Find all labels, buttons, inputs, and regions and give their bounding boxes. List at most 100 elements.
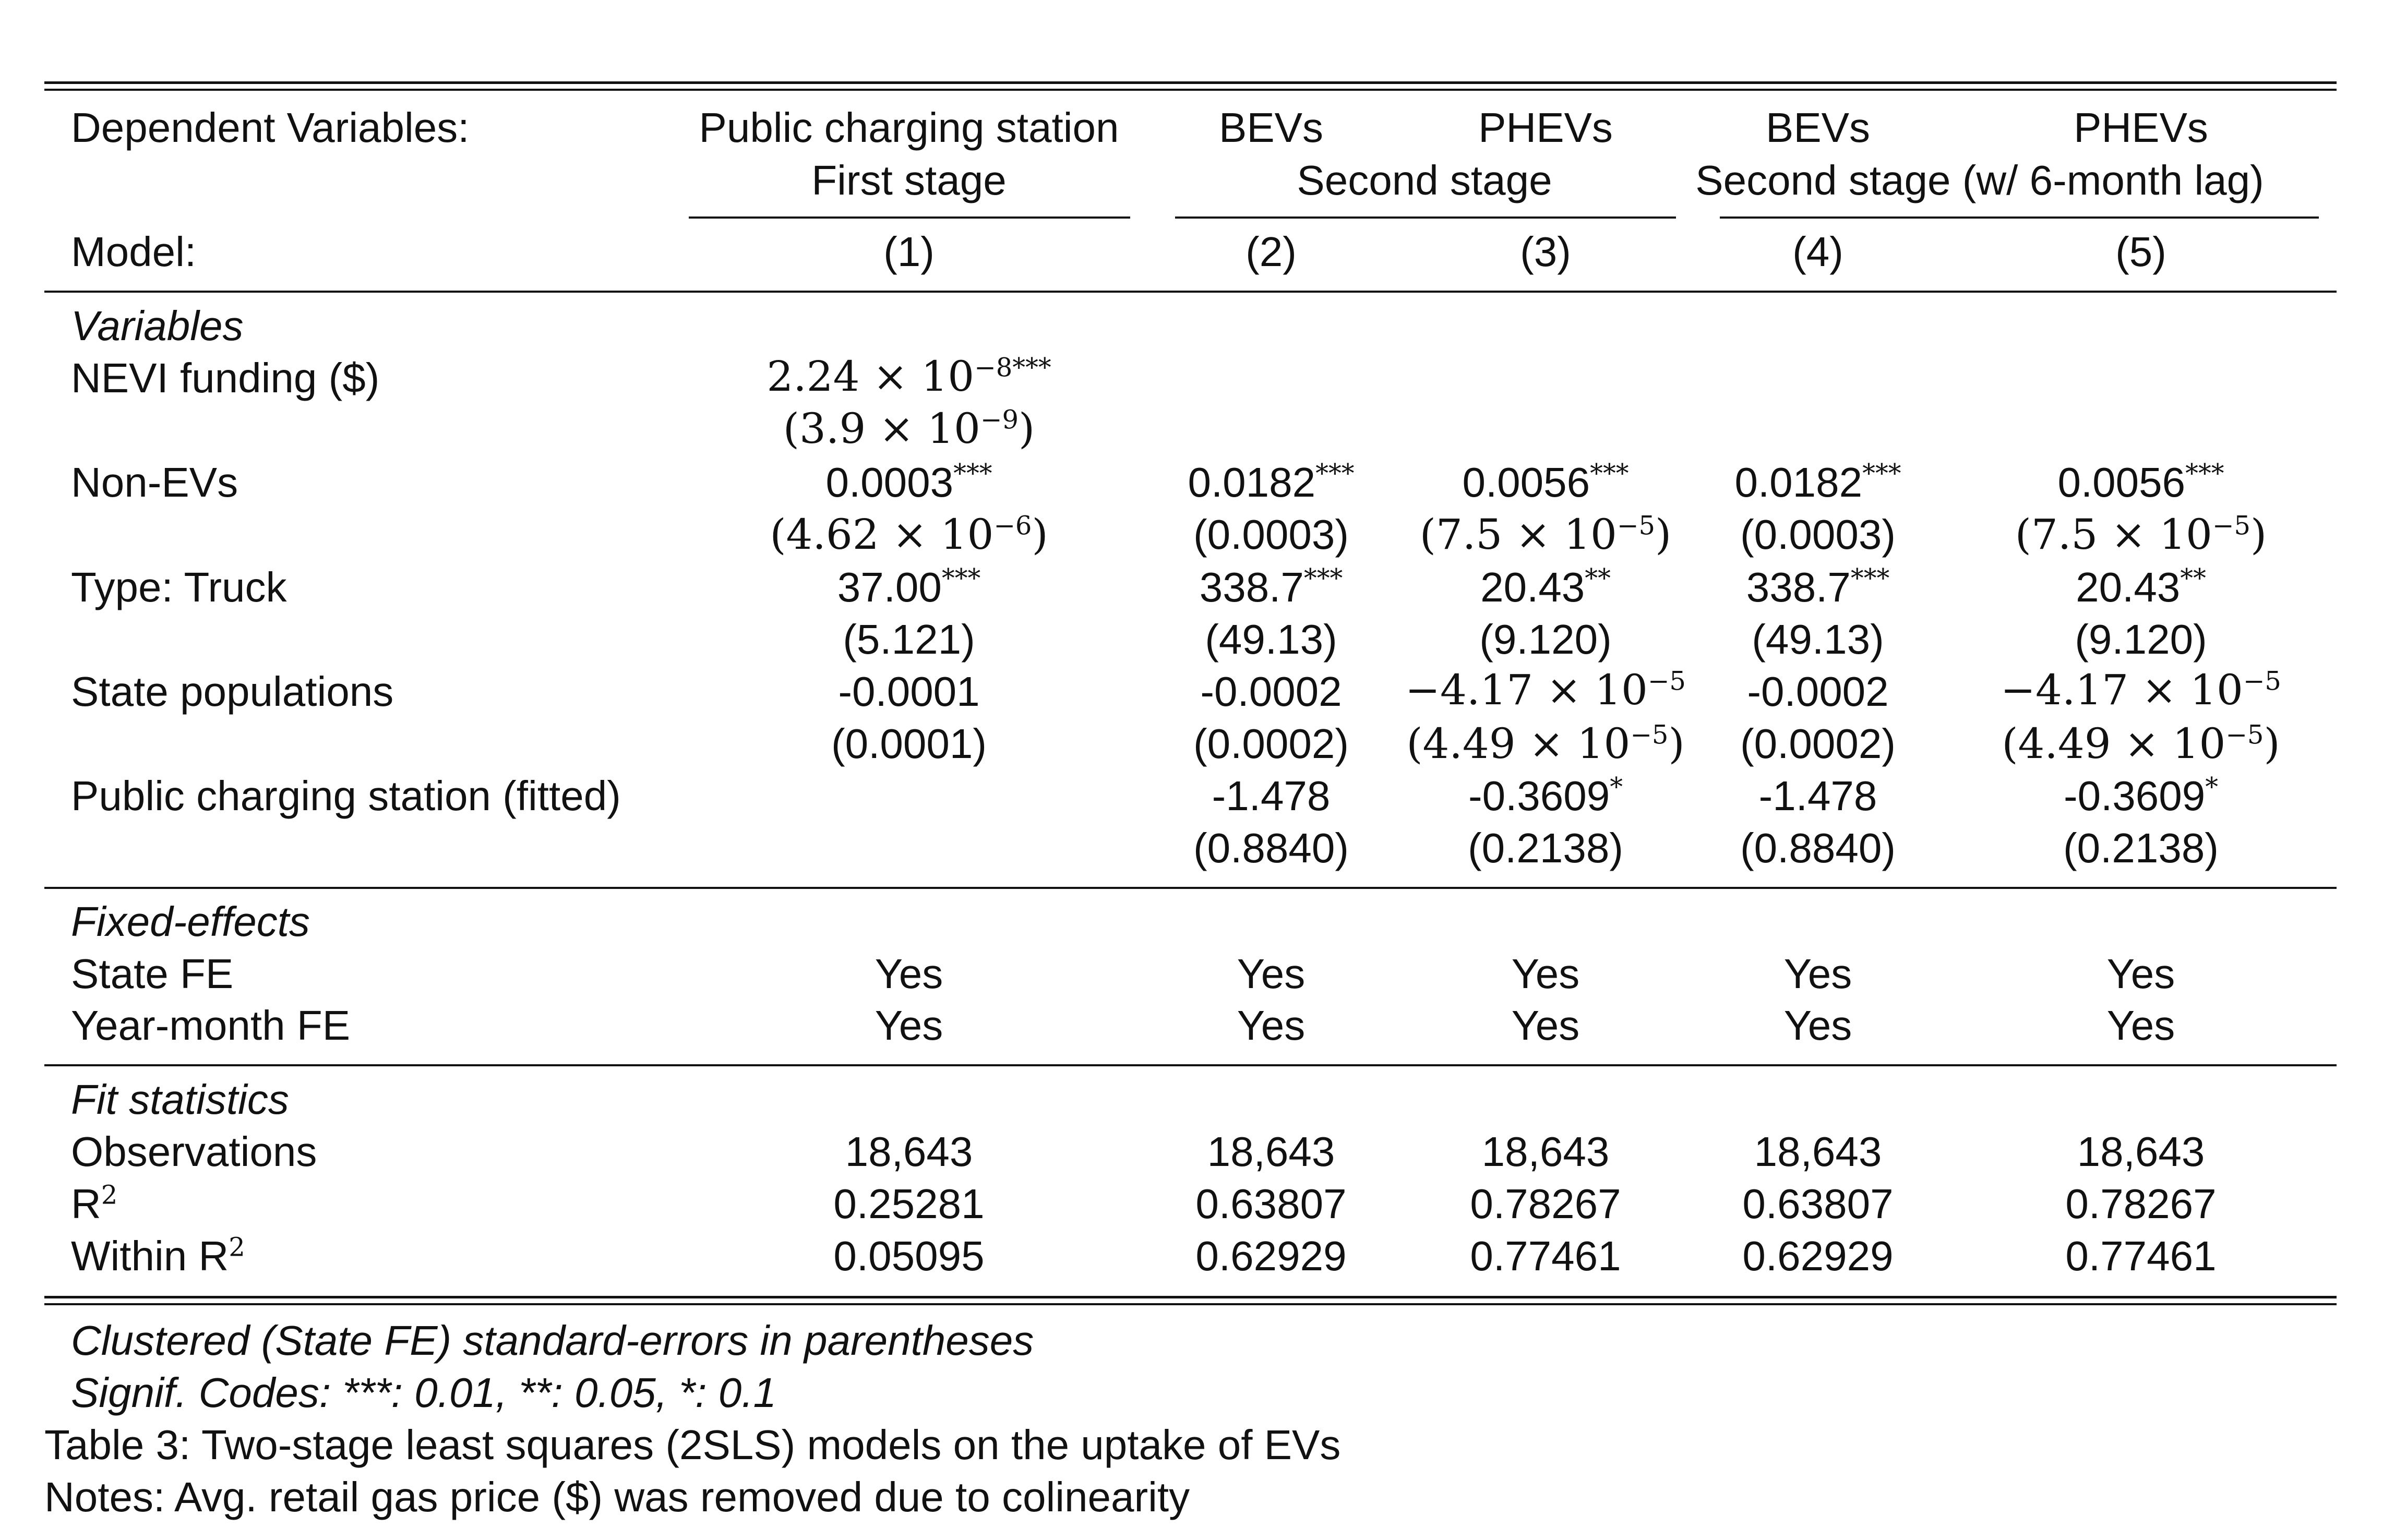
bottom-rule-2 xyxy=(44,1303,2337,1305)
group-second-stage-lag-header: Second stage (w/ 6-month lag) xyxy=(1695,157,2264,203)
nonev-coef-col5: 0.0056*** xyxy=(2057,458,2224,506)
bottom-rule-1 xyxy=(44,1296,2337,1298)
col5-header: PHEVs xyxy=(2074,104,2208,151)
row-label-year-month-fe: Year-month FE xyxy=(71,1002,351,1049)
note-clustered-se: Clustered (State FE) standard-errors in … xyxy=(71,1317,1034,1364)
model-number: (4) xyxy=(1792,228,1843,275)
statepop-se-col3: (4.49 × 10−5) xyxy=(1406,719,1685,768)
statepop-coef-col4: -0.0002 xyxy=(1747,668,1889,715)
nonev-se-col3: (7.5 × 10−5) xyxy=(1419,510,1672,559)
truck-se-col5: (9.120) xyxy=(2075,616,2207,663)
top-rule-1 xyxy=(44,81,2337,84)
r2-col3: 0.78267 xyxy=(1470,1181,1621,1227)
nevi-se-col1: (3.9 × 10−9) xyxy=(783,404,1035,453)
col4-header: BEVs xyxy=(1765,104,1871,151)
table-notes: Notes: Avg. retail gas price ($) was rem… xyxy=(44,1474,1190,1520)
truck-coef-col1: 37.00*** xyxy=(837,563,981,610)
fitted-coef-col5: -0.3609* xyxy=(2063,772,2219,819)
fitted-se-col4: (0.8840) xyxy=(1740,825,1896,871)
state-fe-col2: Yes xyxy=(1237,951,1306,997)
nonev-se-col5: (7.5 × 10−5) xyxy=(2015,510,2267,559)
state-fe-col4: Yes xyxy=(1783,951,1852,997)
cmidrule-col4-5 xyxy=(1720,216,2319,219)
r2-col1: 0.25281 xyxy=(833,1181,985,1227)
col3-header: PHEVs xyxy=(1478,104,1613,151)
model-number: (3) xyxy=(1520,228,1571,275)
statepop-coef-col5: −4.17 × 10−5 xyxy=(2001,666,2281,714)
state-fe-col5: Yes xyxy=(2106,951,2175,997)
ym-fe-col2: Yes xyxy=(1237,1002,1306,1049)
state-fe-col3: Yes xyxy=(1511,951,1580,997)
within-r2-col1: 0.05095 xyxy=(833,1233,985,1279)
model-number: (2) xyxy=(1246,228,1297,275)
within-r2-col3: 0.77461 xyxy=(1470,1233,1621,1279)
section-variables: Variables xyxy=(71,303,244,349)
truck-coef-col2: 338.7*** xyxy=(1199,563,1343,610)
row-label-r2: R2 xyxy=(71,1180,118,1227)
nonev-se-col1: (4.62 × 10−6) xyxy=(770,510,1048,559)
ym-fe-col4: Yes xyxy=(1783,1002,1852,1049)
statepop-coef-col1: -0.0001 xyxy=(838,668,980,715)
ym-fe-col5: Yes xyxy=(2106,1002,2175,1049)
note-signif-codes: Signif. Codes: ***: 0.01, **: 0.05, *: 0… xyxy=(71,1369,776,1416)
nonev-coef-col4: 0.0182*** xyxy=(1734,458,1901,506)
obs-col1: 18,643 xyxy=(845,1128,973,1175)
row-label-nonev: Non-EVs xyxy=(71,459,238,506)
cmidrule-col2-3 xyxy=(1175,216,1676,219)
midrule-header xyxy=(44,291,2337,293)
truck-se-col2: (49.13) xyxy=(1205,616,1337,663)
group-second-stage-header: Second stage xyxy=(1297,157,1552,203)
obs-col3: 18,643 xyxy=(1481,1128,1610,1175)
row-label-nevi: NEVI funding ($) xyxy=(71,355,380,401)
within-r2-col2: 0.62929 xyxy=(1195,1233,1347,1279)
truck-coef-col4: 338.7*** xyxy=(1746,563,1890,610)
within-r2-col4: 0.62929 xyxy=(1742,1233,1894,1279)
nonev-se-col2: (0.0003) xyxy=(1193,511,1349,558)
model-number: (5) xyxy=(2115,228,2166,275)
statepop-se-col1: (0.0001) xyxy=(831,720,987,767)
row-label-fitted: Public charging station (fitted) xyxy=(71,773,621,819)
ym-fe-col1: Yes xyxy=(875,1002,943,1049)
truck-se-col3: (9.120) xyxy=(1479,616,1612,663)
statepop-se-col4: (0.0002) xyxy=(1740,720,1896,767)
row-label-observations: Observations xyxy=(71,1128,317,1175)
row-label-statepop: State populations xyxy=(71,668,394,715)
r2-col4: 0.63807 xyxy=(1742,1181,1894,1227)
statepop-se-col5: (4.49 × 10−5) xyxy=(2002,719,2280,768)
section-fit-statistics: Fit statistics xyxy=(71,1076,289,1123)
col1-header-line1: Public charging station xyxy=(699,104,1119,151)
dependent-variables-label: Dependent Variables: xyxy=(71,104,470,151)
table-caption: Table 3: Two-stage least squares (2SLS) … xyxy=(44,1422,1341,1468)
truck-coef-col5: 20.43** xyxy=(2076,563,2206,610)
obs-col5: 18,643 xyxy=(2077,1128,2205,1175)
nonev-coef-col1: 0.0003*** xyxy=(825,458,992,506)
ym-fe-col3: Yes xyxy=(1511,1002,1580,1049)
nevi-coef-col1: 2.24 × 10−8*** xyxy=(767,352,1051,401)
within-r2-col5: 0.77461 xyxy=(2065,1233,2217,1279)
row-label-within-r2: Within R2 xyxy=(71,1232,245,1279)
fitted-se-col2: (0.8840) xyxy=(1193,825,1349,871)
nonev-se-col4: (0.0003) xyxy=(1740,511,1896,558)
col2-header: BEVs xyxy=(1218,104,1324,151)
model-label: Model: xyxy=(71,228,197,275)
cmidrule-col1 xyxy=(689,216,1130,219)
fitted-coef-col3: -0.3609* xyxy=(1468,772,1623,819)
row-label-truck: Type: Truck xyxy=(71,564,287,610)
nonev-coef-col2: 0.0182*** xyxy=(1188,458,1355,506)
truck-se-col1: (5.121) xyxy=(843,616,975,663)
col1-header-line2: First stage xyxy=(811,157,1007,203)
row-label-state-fe: State FE xyxy=(71,951,234,997)
fitted-se-col3: (0.2138) xyxy=(1468,825,1623,871)
statepop-coef-col2: -0.0002 xyxy=(1200,668,1342,715)
section-fixed-effects: Fixed-effects xyxy=(71,898,310,945)
fitted-coef-col2: -1.478 xyxy=(1212,773,1331,819)
obs-col4: 18,643 xyxy=(1754,1128,1882,1175)
statepop-coef-col3: −4.17 × 10−5 xyxy=(1405,666,1686,714)
nonev-coef-col3: 0.0056*** xyxy=(1462,458,1629,506)
truck-se-col4: (49.13) xyxy=(1752,616,1884,663)
fitted-se-col5: (0.2138) xyxy=(2063,825,2219,871)
fitted-coef-col4: -1.478 xyxy=(1758,773,1877,819)
state-fe-col1: Yes xyxy=(875,951,943,997)
statepop-se-col2: (0.0002) xyxy=(1193,720,1349,767)
